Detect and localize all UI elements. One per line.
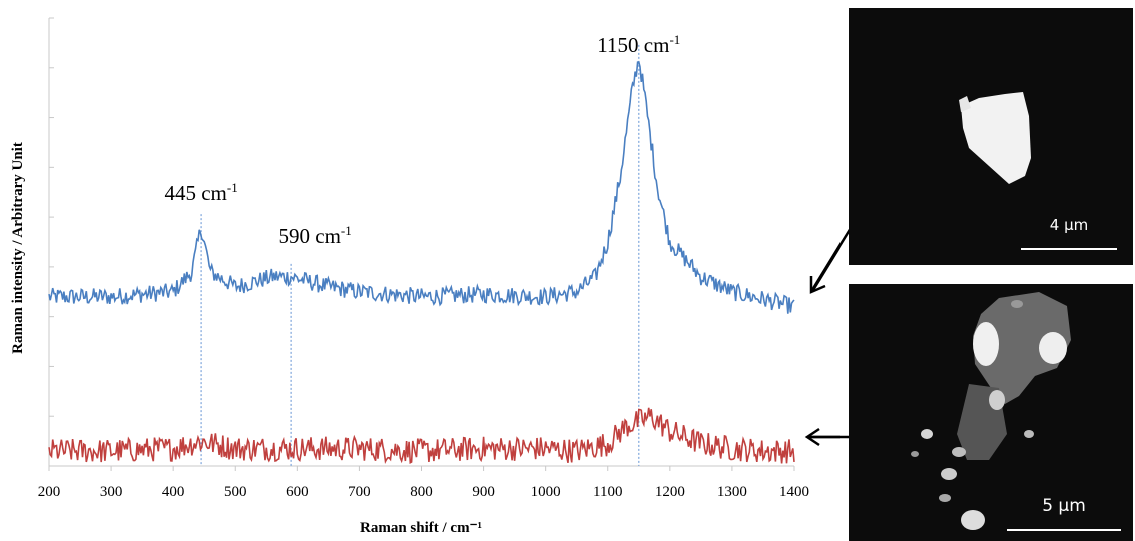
y-axis-title: Raman intensity / Arbitrary Unit [10, 142, 26, 354]
x-tick-label: 800 [410, 484, 433, 500]
sem-image-bottom: 5 µm [849, 284, 1133, 541]
x-tick-label: 300 [100, 484, 123, 500]
y-axis [48, 17, 54, 467]
x-axis-title: Raman shift / cm⁻¹ [360, 520, 482, 536]
x-tick-label: 400 [162, 484, 185, 500]
x-tick-label: 1100 [593, 484, 622, 500]
raman-chart: 200 300 400 500 600 700 800 900 1000 1100 1200 1300… [10, 17, 840, 536]
x-axis: 200 300 400 500 600 700 800 900 1000 1100 1200 1300… [38, 465, 809, 500]
series-line-blue [48, 61, 795, 314]
x-tick-label: 600 [286, 484, 309, 500]
series-line-red [48, 407, 795, 465]
particle-top [959, 92, 1031, 184]
peak-label: 445 cm-1 [164, 180, 237, 205]
peak-label: 590 cm-1 [279, 223, 352, 248]
arrow-overlay [804, 227, 853, 447]
scale-label-top: 4 µm [1049, 216, 1089, 234]
sem-image-top: 4 µm [849, 8, 1133, 265]
x-tick-label: 1300 [717, 484, 747, 500]
x-tick-label: 1400 [779, 484, 809, 500]
peak-annotations: 445 cm-1 590 cm-1 1150 cm-1 [164, 32, 680, 248]
x-tick-label: 500 [224, 484, 247, 500]
x-tick-label: 1000 [531, 484, 561, 500]
arrow-head-bottom [804, 427, 851, 447]
scale-bar-bottom [1007, 529, 1121, 531]
scale-label-bottom: 5 µm [1042, 496, 1086, 516]
x-tick-label: 200 [38, 484, 61, 500]
particle-cluster-bottom [911, 292, 1071, 530]
arrow-head-top [809, 227, 853, 294]
scale-bar-top [1021, 248, 1117, 250]
spectra [48, 61, 795, 465]
peak-label: 1150 cm-1 [597, 32, 680, 57]
peak-marker-lines [200, 44, 640, 466]
x-tick-label: 700 [348, 484, 371, 500]
x-tick-label: 900 [472, 484, 495, 500]
x-tick-label: 1200 [655, 484, 685, 500]
